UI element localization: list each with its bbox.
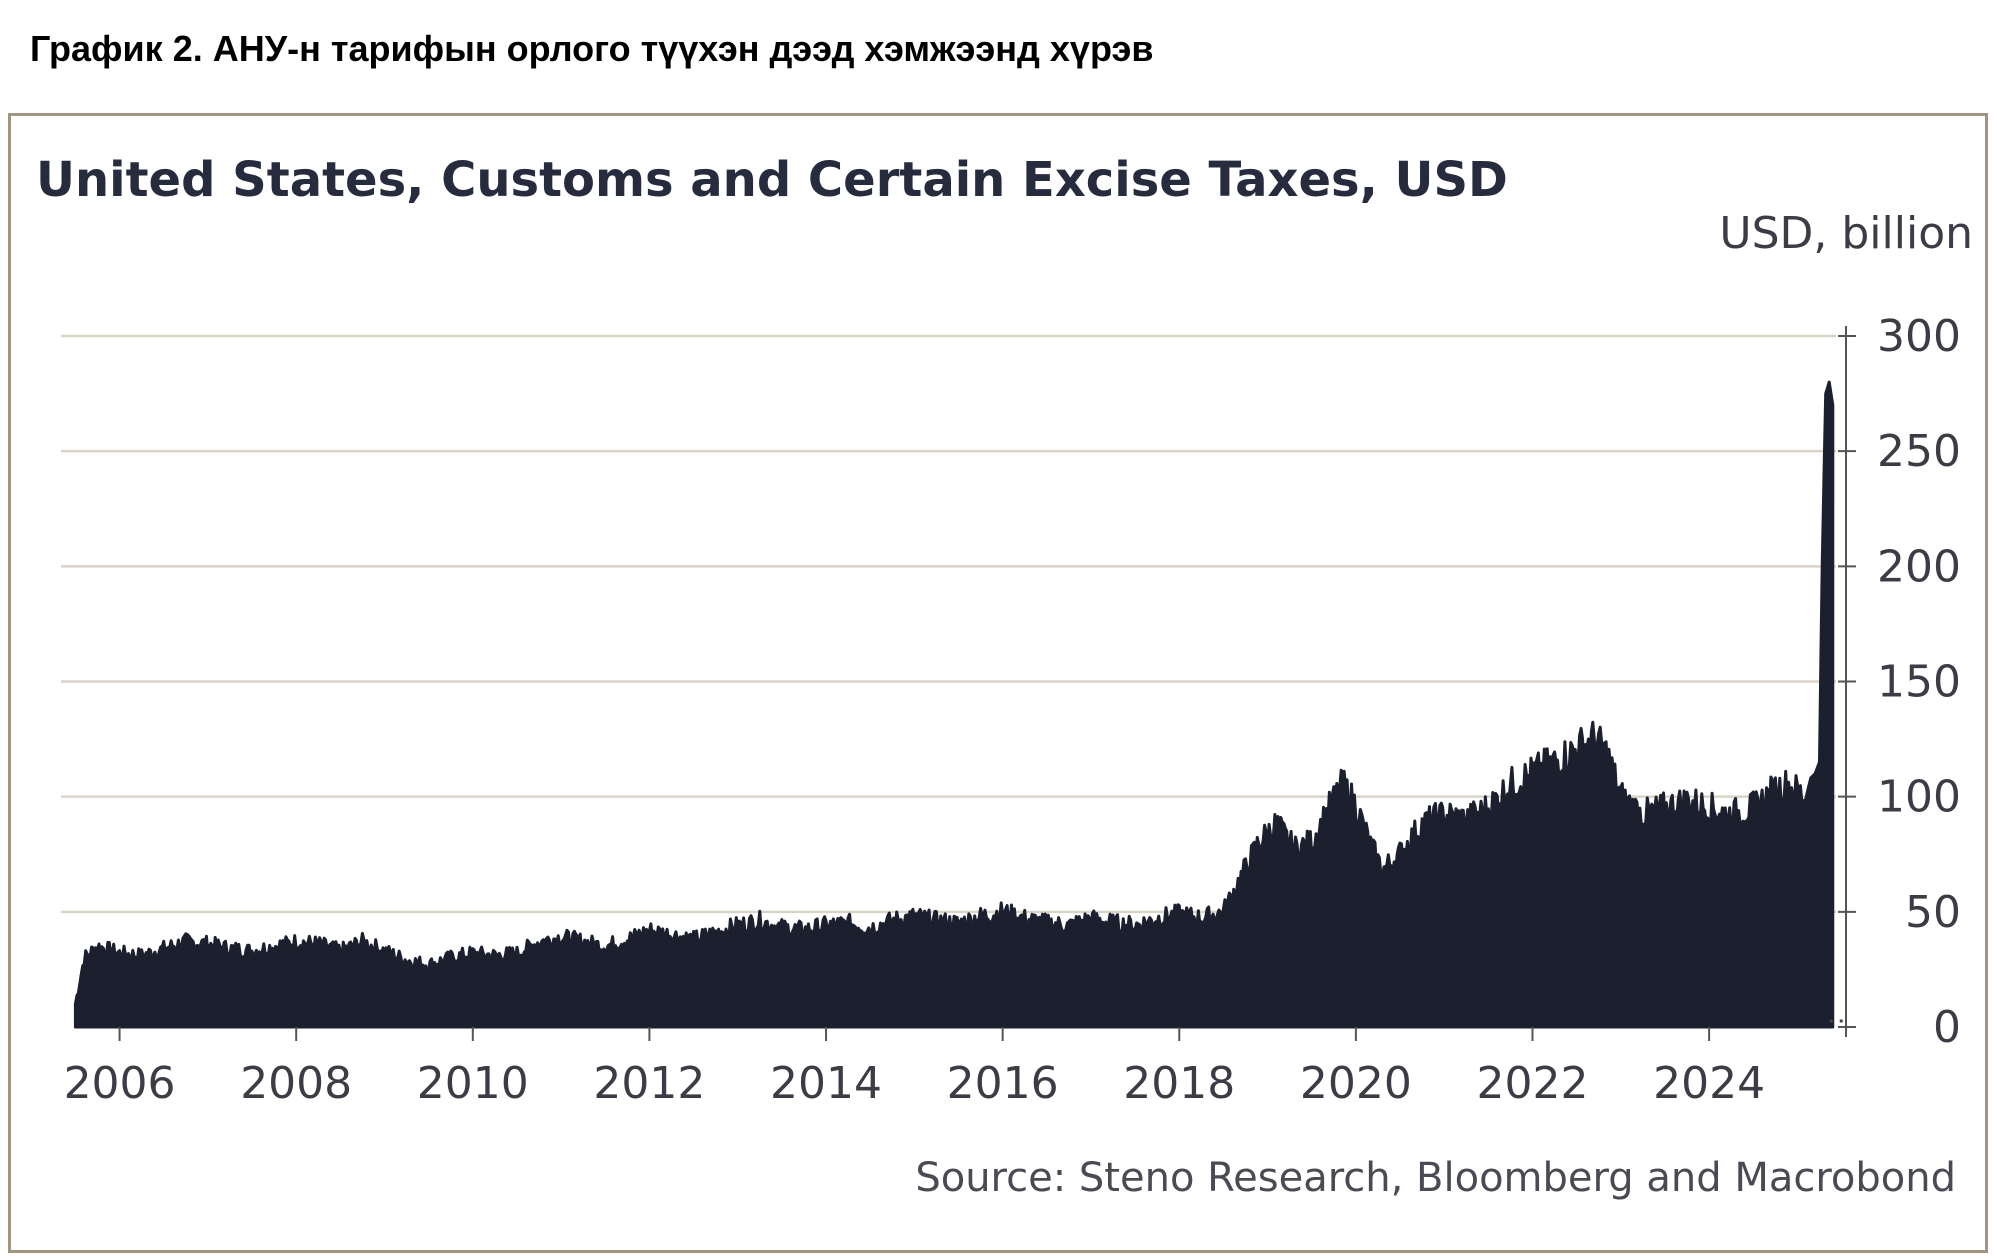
y-tick-label: 200 (1877, 541, 1961, 592)
series-area (73, 380, 1835, 1029)
y-tick-label: 300 (1877, 311, 1961, 362)
y-tick-label: 250 (1877, 426, 1961, 477)
x-tick-label: 2014 (770, 1058, 882, 1109)
x-tick-label: 2016 (947, 1058, 1059, 1109)
y-tick-label: 150 (1877, 657, 1961, 708)
x-tick-label: 2018 (1123, 1058, 1235, 1109)
x-tick-label: 2012 (593, 1058, 705, 1109)
y-tick-label: 100 (1877, 772, 1961, 823)
x-tick-label: 2022 (1477, 1058, 1589, 1109)
chart-canvas: 0 50 100 150 200 250 300 2006 2008 2010 2012 2014 20… (61, 208, 1973, 1201)
source-note: Source: Steno Research, Bloomberg and Ma… (915, 1155, 1956, 1201)
y-tick-label: 0 (1933, 1002, 1961, 1053)
axes: 0 50 100 150 200 250 300 2006 2008 2010 2012 2014 20… (64, 311, 1961, 1109)
series-layer (73, 380, 1843, 1029)
x-tick-label: 2024 (1653, 1058, 1765, 1109)
y-tick-label: 50 (1905, 887, 1961, 938)
chart-title: United States, Customs and Certain Excis… (36, 152, 1508, 208)
x-tick-label: 2008 (240, 1058, 352, 1109)
x-tick-label: 2006 (64, 1058, 176, 1109)
figure-caption: График 2. АНУ-н тарифын орлого түүхэн дэ… (30, 28, 1154, 69)
chart-frame: United States, Customs and Certain Excis… (8, 113, 1988, 1253)
grid-lines (61, 334, 1836, 914)
x-tick-label: 2020 (1300, 1058, 1412, 1109)
x-tick-label: 2010 (417, 1058, 529, 1109)
y-axis-unit-label: USD, billion (1719, 208, 1973, 259)
